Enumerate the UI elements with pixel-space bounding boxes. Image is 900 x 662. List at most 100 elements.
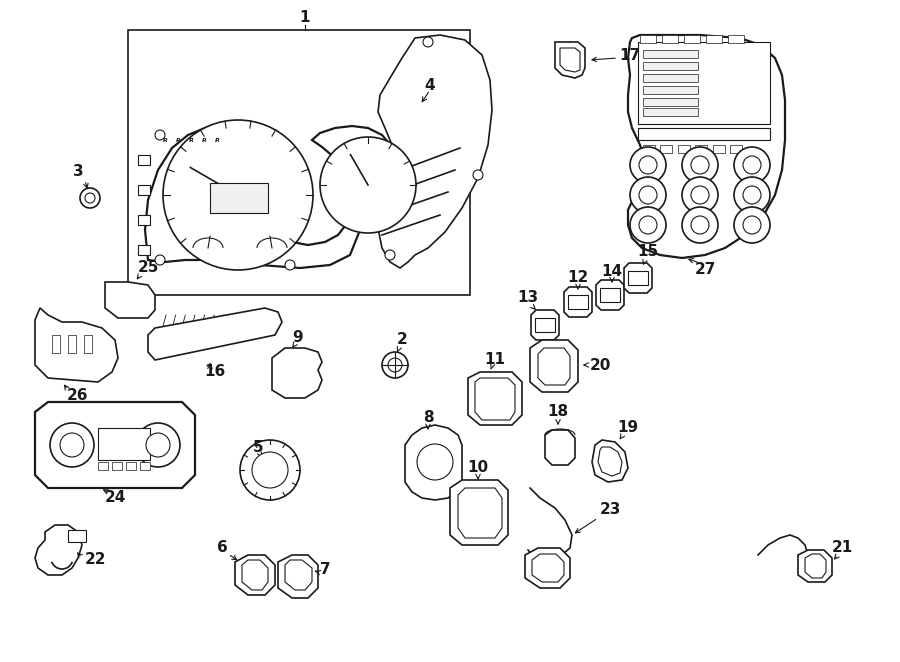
Text: R: R — [176, 138, 180, 142]
Circle shape — [743, 186, 761, 204]
Text: 13: 13 — [518, 291, 538, 305]
Circle shape — [630, 147, 666, 183]
Text: R: R — [189, 138, 194, 142]
Bar — [640, 35, 656, 43]
Text: 7: 7 — [320, 563, 330, 577]
Bar — [140, 462, 150, 470]
Polygon shape — [35, 308, 118, 382]
Circle shape — [639, 186, 657, 204]
Polygon shape — [148, 308, 282, 360]
Text: 27: 27 — [694, 263, 716, 277]
Polygon shape — [145, 125, 400, 268]
Bar — [638, 128, 770, 140]
Polygon shape — [525, 548, 570, 588]
Bar — [713, 145, 725, 153]
Polygon shape — [628, 35, 785, 258]
Circle shape — [320, 137, 416, 233]
Polygon shape — [272, 348, 322, 398]
Bar — [210, 183, 268, 213]
Text: 9: 9 — [292, 330, 303, 346]
Polygon shape — [242, 560, 268, 590]
Circle shape — [80, 188, 100, 208]
Bar — [68, 530, 86, 542]
Polygon shape — [598, 447, 622, 476]
Text: 12: 12 — [567, 271, 589, 285]
Bar — [138, 245, 150, 255]
Circle shape — [691, 156, 709, 174]
Circle shape — [155, 130, 165, 140]
Polygon shape — [568, 295, 588, 309]
Text: 14: 14 — [601, 265, 623, 279]
Circle shape — [691, 186, 709, 204]
Text: 17: 17 — [619, 48, 641, 62]
Text: 23: 23 — [599, 502, 621, 518]
Polygon shape — [235, 555, 275, 595]
Bar — [684, 35, 700, 43]
Polygon shape — [628, 271, 648, 285]
Polygon shape — [545, 430, 575, 465]
Polygon shape — [624, 263, 652, 293]
Polygon shape — [555, 42, 585, 78]
Text: 11: 11 — [484, 352, 506, 367]
Bar — [643, 50, 698, 58]
Bar — [112, 462, 122, 470]
Polygon shape — [535, 318, 555, 332]
Circle shape — [639, 216, 657, 234]
Text: 19: 19 — [617, 420, 639, 436]
Bar — [695, 145, 707, 153]
Text: 21: 21 — [832, 540, 852, 555]
Bar — [660, 145, 672, 153]
Bar — [728, 35, 744, 43]
Bar — [68, 335, 76, 353]
Bar — [138, 155, 150, 165]
Circle shape — [382, 352, 408, 378]
Text: 6: 6 — [217, 540, 228, 555]
Text: 20: 20 — [590, 357, 611, 373]
Circle shape — [639, 156, 657, 174]
Bar — [643, 62, 698, 70]
Circle shape — [734, 207, 770, 243]
Bar — [126, 462, 136, 470]
Bar — [678, 145, 690, 153]
Circle shape — [163, 120, 313, 270]
Bar — [706, 35, 722, 43]
Text: R: R — [202, 138, 206, 142]
Bar — [643, 74, 698, 82]
Circle shape — [252, 452, 288, 488]
Circle shape — [682, 207, 718, 243]
Text: 5: 5 — [253, 440, 264, 455]
Polygon shape — [105, 282, 155, 318]
Polygon shape — [592, 440, 628, 482]
Bar — [643, 98, 698, 106]
Circle shape — [85, 193, 95, 203]
Polygon shape — [35, 525, 82, 575]
Circle shape — [60, 433, 84, 457]
Circle shape — [630, 207, 666, 243]
Circle shape — [630, 177, 666, 213]
Bar — [138, 185, 150, 195]
Circle shape — [682, 147, 718, 183]
Bar — [84, 335, 92, 353]
Circle shape — [734, 147, 770, 183]
Polygon shape — [285, 560, 312, 590]
Text: 2: 2 — [397, 332, 408, 348]
Polygon shape — [35, 402, 195, 488]
Bar — [638, 42, 770, 124]
Bar — [138, 215, 150, 225]
Circle shape — [734, 177, 770, 213]
Polygon shape — [530, 340, 578, 392]
Circle shape — [473, 170, 483, 180]
Polygon shape — [378, 35, 492, 268]
Circle shape — [417, 444, 453, 480]
Bar — [643, 108, 698, 116]
Text: 16: 16 — [204, 365, 226, 379]
Text: 25: 25 — [138, 261, 158, 275]
Polygon shape — [805, 554, 826, 578]
Circle shape — [691, 216, 709, 234]
Bar — [643, 145, 655, 153]
Bar — [730, 145, 742, 153]
Circle shape — [743, 156, 761, 174]
Polygon shape — [278, 555, 318, 598]
Circle shape — [240, 440, 300, 500]
Circle shape — [682, 177, 718, 213]
